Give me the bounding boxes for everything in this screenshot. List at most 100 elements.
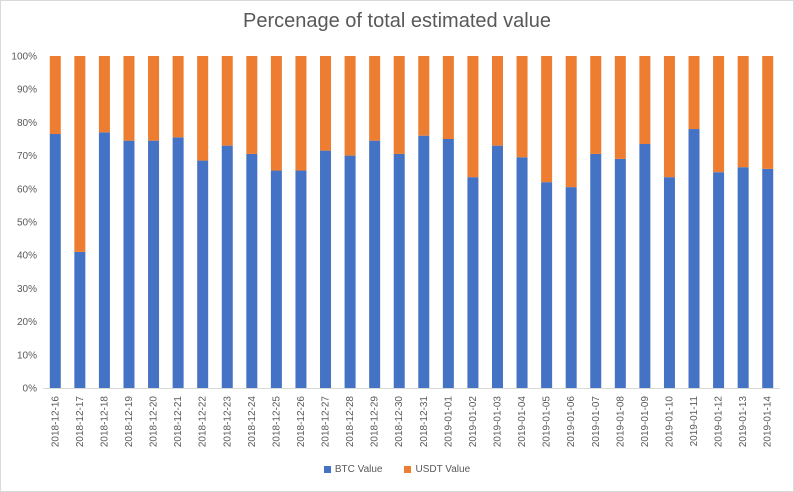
bar-usdt-value xyxy=(123,56,135,141)
bar-usdt-value xyxy=(565,56,577,188)
bar-btc-value xyxy=(246,153,258,388)
bar-btc-value xyxy=(49,134,61,388)
x-tick-label: 2018-12-26 xyxy=(296,396,307,448)
bar-usdt-value xyxy=(49,56,61,135)
legend-label-btc: BTC Value xyxy=(334,464,383,475)
bar-btc-value xyxy=(123,140,135,388)
bar-btc-value xyxy=(74,251,86,388)
x-tick-label: 2019-01-12 xyxy=(714,396,725,448)
bar-usdt-value xyxy=(467,56,479,178)
bar-usdt-value xyxy=(393,56,405,154)
bar-btc-value xyxy=(221,145,233,388)
x-tick-label: 2018-12-28 xyxy=(345,396,356,448)
y-tick-label: 90% xyxy=(17,85,37,96)
bar-btc-value xyxy=(541,182,553,388)
x-tick-label: 2019-01-11 xyxy=(689,396,700,447)
y-tick-label: 80% xyxy=(17,118,37,129)
x-tick-label: 2018-12-16 xyxy=(50,396,61,448)
bar-btc-value xyxy=(344,155,356,388)
bar-btc-value xyxy=(369,140,381,388)
bar-usdt-value xyxy=(688,56,700,130)
bar-btc-value xyxy=(737,167,749,388)
x-tick-label: 2018-12-27 xyxy=(321,396,332,448)
chart-legend: BTC Value USDT Value xyxy=(0,464,794,475)
bar-btc-value xyxy=(639,143,651,388)
bar-usdt-value xyxy=(172,56,184,138)
x-tick-label: 2019-01-06 xyxy=(566,396,577,448)
x-tick-label: 2018-12-24 xyxy=(247,396,258,448)
bar-btc-value xyxy=(762,168,774,388)
x-tick-label: 2018-12-20 xyxy=(149,396,160,448)
y-tick-label: 0% xyxy=(23,384,38,395)
legend-item-btc: BTC Value xyxy=(323,464,383,475)
x-tick-label: 2018-12-30 xyxy=(394,396,405,448)
x-tick-label: 2019-01-10 xyxy=(664,396,675,448)
bar-usdt-value xyxy=(418,56,430,136)
x-tick-label: 2019-01-02 xyxy=(468,396,479,448)
bar-usdt-value xyxy=(320,56,332,151)
y-tick-label: 60% xyxy=(17,184,37,195)
legend-swatch-btc xyxy=(323,466,331,473)
bar-btc-value xyxy=(590,153,602,388)
x-tick-label: 2018-12-31 xyxy=(419,396,430,448)
bar-usdt-value xyxy=(541,56,553,183)
bar-usdt-value xyxy=(491,56,503,146)
bar-btc-value xyxy=(418,135,430,388)
y-tick-label: 70% xyxy=(17,151,37,162)
bar-btc-value xyxy=(172,137,184,388)
bar-btc-value xyxy=(270,170,282,388)
y-tick-label: 40% xyxy=(17,251,37,262)
x-tick-label: 2018-12-23 xyxy=(222,396,233,448)
bar-btc-value xyxy=(663,177,675,388)
bar-btc-value xyxy=(614,158,626,388)
bar-usdt-value xyxy=(762,56,774,169)
x-tick-label: 2018-12-18 xyxy=(99,396,110,448)
bar-usdt-value xyxy=(74,56,86,252)
y-tick-label: 100% xyxy=(11,52,37,63)
bar-usdt-value xyxy=(663,56,675,178)
x-tick-label: 2019-01-07 xyxy=(591,396,602,448)
bar-usdt-value xyxy=(590,56,602,154)
y-tick-label: 50% xyxy=(17,218,37,229)
x-tick-label: 2019-01-08 xyxy=(615,396,626,448)
x-tick-label: 2018-12-17 xyxy=(75,396,86,448)
x-tick-label: 2019-01-01 xyxy=(443,396,454,448)
x-tick-label: 2019-01-04 xyxy=(517,396,528,448)
legend-item-usdt: USDT Value xyxy=(404,464,470,475)
bar-btc-value xyxy=(713,172,725,388)
legend-swatch-usdt xyxy=(404,466,412,473)
bar-usdt-value xyxy=(270,56,282,171)
bar-usdt-value xyxy=(713,56,725,173)
x-tick-label: 2019-01-03 xyxy=(492,396,503,448)
bar-btc-value xyxy=(295,170,307,388)
x-tick-label: 2018-12-25 xyxy=(271,396,282,448)
bar-btc-value xyxy=(98,132,110,388)
bar-btc-value xyxy=(148,140,160,388)
bar-usdt-value xyxy=(369,56,381,141)
bar-usdt-value xyxy=(98,56,110,133)
bar-btc-value xyxy=(442,139,454,388)
x-tick-label: 2019-01-05 xyxy=(542,396,553,448)
y-tick-label: 10% xyxy=(17,350,37,361)
bar-btc-value xyxy=(516,157,528,388)
chart-title: Percenage of total estimated value xyxy=(243,10,551,32)
bar-usdt-value xyxy=(197,56,209,161)
bar-usdt-value xyxy=(442,56,454,139)
bar-btc-value xyxy=(491,145,503,388)
x-tick-label: 2019-01-13 xyxy=(738,396,749,448)
y-tick-label: 20% xyxy=(17,317,37,328)
bar-usdt-value xyxy=(295,56,307,171)
bar-usdt-value xyxy=(737,56,749,168)
bar-usdt-value xyxy=(246,56,258,154)
bar-btc-value xyxy=(393,153,405,388)
bar-usdt-value xyxy=(221,56,233,146)
bar-btc-value xyxy=(565,187,577,388)
bar-btc-value xyxy=(320,150,332,388)
x-tick-label: 2018-12-21 xyxy=(173,396,184,448)
x-tick-label: 2019-01-09 xyxy=(640,396,651,448)
y-tick-label: 30% xyxy=(17,284,37,295)
bar-usdt-value xyxy=(639,56,651,144)
x-tick-label: 2019-01-14 xyxy=(763,396,774,448)
bar-usdt-value xyxy=(614,56,626,159)
